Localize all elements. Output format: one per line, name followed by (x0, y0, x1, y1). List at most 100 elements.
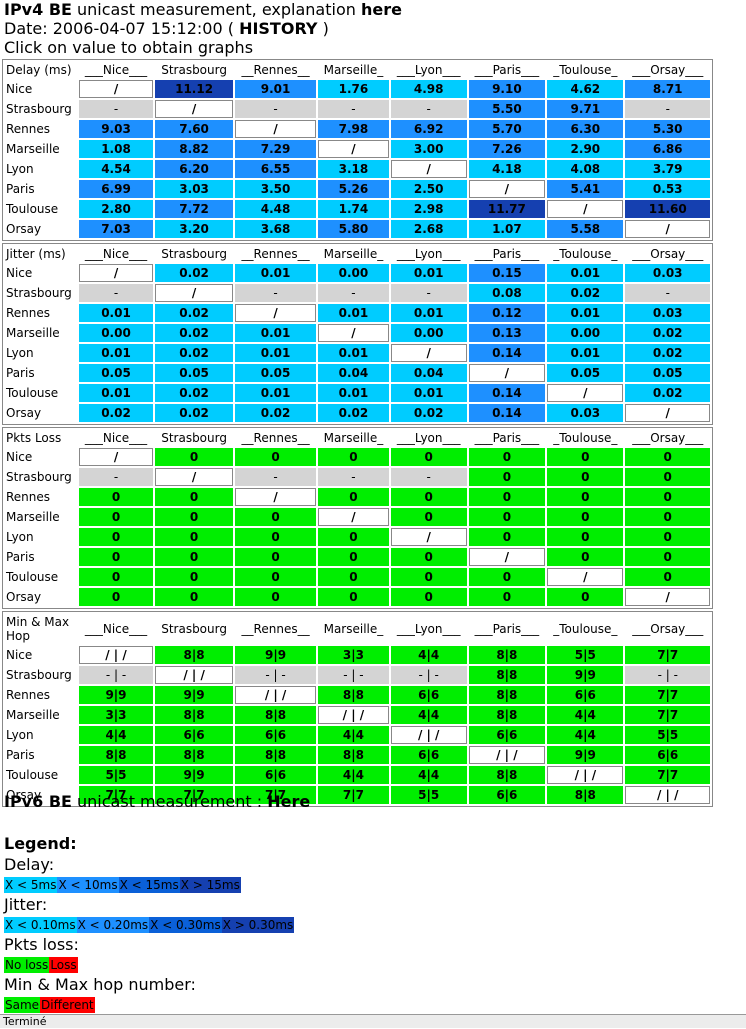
jitter-cell-marseille-toulouse[interactable]: 0.00 (547, 324, 624, 342)
delay-cell-orsay-nice[interactable]: 7.03 (79, 220, 154, 238)
loss-cell-rennes-toulouse[interactable]: 0 (547, 488, 624, 506)
loss-cell-rennes-paris[interactable]: 0 (468, 488, 546, 506)
jitter-cell-nice-paris[interactable]: 0.15 (468, 264, 546, 282)
delay-cell-marseille-strasbourg[interactable]: 8.82 (155, 140, 234, 158)
delay-cell-toulouse-orsay[interactable]: 11.60 (625, 200, 710, 218)
delay-cell-marseille-lyon[interactable]: 3.00 (390, 140, 467, 158)
loss-cell-lyon-toulouse[interactable]: 0 (547, 528, 624, 546)
delay-cell-lyon-paris[interactable]: 4.18 (468, 160, 546, 178)
hop-cell-marseille-rennes[interactable]: 8|8 (235, 706, 316, 724)
hop-cell-paris-rennes[interactable]: 8|8 (235, 746, 316, 764)
hop-cell-strasbourg-toulouse[interactable]: 9|9 (547, 666, 624, 684)
hop-cell-marseille-orsay[interactable]: 7|7 (625, 706, 710, 724)
delay-cell-paris-lyon[interactable]: 2.50 (390, 180, 467, 198)
loss-cell-toulouse-marseille[interactable]: 0 (317, 568, 389, 586)
delay-cell-paris-toulouse[interactable]: 5.41 (547, 180, 624, 198)
delay-cell-nice-rennes[interactable]: 9.01 (235, 80, 316, 98)
jitter-cell-rennes-marseille[interactable]: 0.01 (317, 304, 389, 322)
hop-cell-nice-lyon[interactable]: 4|4 (390, 646, 467, 664)
delay-cell-rennes-lyon[interactable]: 6.92 (390, 120, 467, 138)
delay-cell-rennes-strasbourg[interactable]: 7.60 (155, 120, 234, 138)
hop-cell-toulouse-strasbourg[interactable]: 9|9 (155, 766, 234, 784)
loss-cell-orsay-rennes[interactable]: 0 (235, 588, 316, 606)
jitter-cell-orsay-lyon[interactable]: 0.02 (390, 404, 467, 422)
hop-cell-paris-orsay[interactable]: 6|6 (625, 746, 710, 764)
loss-cell-rennes-strasbourg[interactable]: 0 (155, 488, 234, 506)
hop-cell-orsay-paris[interactable]: 6|6 (468, 786, 546, 804)
hop-cell-orsay-strasbourg[interactable]: 7|7 (155, 786, 234, 804)
delay-cell-toulouse-rennes[interactable]: 4.48 (235, 200, 316, 218)
hop-cell-orsay-rennes[interactable]: 7|7 (235, 786, 316, 804)
loss-cell-orsay-paris[interactable]: 0 (468, 588, 546, 606)
delay-cell-toulouse-marseille[interactable]: 1.74 (317, 200, 389, 218)
delay-cell-orsay-rennes[interactable]: 3.68 (235, 220, 316, 238)
delay-cell-marseille-paris[interactable]: 7.26 (468, 140, 546, 158)
loss-cell-paris-lyon[interactable]: 0 (390, 548, 467, 566)
loss-cell-paris-rennes[interactable]: 0 (235, 548, 316, 566)
loss-cell-nice-lyon[interactable]: 0 (390, 448, 467, 466)
loss-cell-marseille-orsay[interactable]: 0 (625, 508, 710, 526)
loss-cell-paris-toulouse[interactable]: 0 (547, 548, 624, 566)
delay-cell-marseille-rennes[interactable]: 7.29 (235, 140, 316, 158)
jitter-cell-nice-toulouse[interactable]: 0.01 (547, 264, 624, 282)
hop-cell-strasbourg-paris[interactable]: 8|8 (468, 666, 546, 684)
jitter-cell-rennes-orsay[interactable]: 0.03 (625, 304, 710, 322)
jitter-cell-toulouse-orsay[interactable]: 0.02 (625, 384, 710, 402)
loss-cell-lyon-paris[interactable]: 0 (468, 528, 546, 546)
loss-cell-marseille-paris[interactable]: 0 (468, 508, 546, 526)
loss-cell-marseille-toulouse[interactable]: 0 (547, 508, 624, 526)
hop-cell-orsay-lyon[interactable]: 5|5 (390, 786, 467, 804)
delay-cell-strasbourg-paris[interactable]: 5.50 (468, 100, 546, 118)
jitter-cell-rennes-nice[interactable]: 0.01 (79, 304, 154, 322)
jitter-cell-marseille-orsay[interactable]: 0.02 (625, 324, 710, 342)
hop-cell-orsay-toulouse[interactable]: 8|8 (547, 786, 624, 804)
loss-cell-orsay-strasbourg[interactable]: 0 (155, 588, 234, 606)
ipv6-link[interactable]: Here (267, 792, 311, 811)
hop-cell-marseille-lyon[interactable]: 4|4 (390, 706, 467, 724)
hop-cell-orsay-marseille[interactable]: 7|7 (317, 786, 389, 804)
delay-cell-paris-rennes[interactable]: 3.50 (235, 180, 316, 198)
jitter-cell-rennes-lyon[interactable]: 0.01 (390, 304, 467, 322)
loss-cell-toulouse-nice[interactable]: 0 (79, 568, 154, 586)
jitter-cell-paris-marseille[interactable]: 0.04 (317, 364, 389, 382)
jitter-cell-orsay-nice[interactable]: 0.02 (79, 404, 154, 422)
loss-cell-lyon-nice[interactable]: 0 (79, 528, 154, 546)
loss-cell-marseille-nice[interactable]: 0 (79, 508, 154, 526)
delay-cell-lyon-marseille[interactable]: 3.18 (317, 160, 389, 178)
jitter-cell-paris-toulouse[interactable]: 0.05 (547, 364, 624, 382)
loss-cell-lyon-strasbourg[interactable]: 0 (155, 528, 234, 546)
jitter-cell-lyon-rennes[interactable]: 0.01 (235, 344, 316, 362)
jitter-cell-toulouse-paris[interactable]: 0.14 (468, 384, 546, 402)
hop-cell-toulouse-lyon[interactable]: 4|4 (390, 766, 467, 784)
loss-cell-rennes-lyon[interactable]: 0 (390, 488, 467, 506)
jitter-cell-lyon-marseille[interactable]: 0.01 (317, 344, 389, 362)
jitter-cell-toulouse-rennes[interactable]: 0.01 (235, 384, 316, 402)
jitter-cell-nice-rennes[interactable]: 0.01 (235, 264, 316, 282)
delay-cell-toulouse-strasbourg[interactable]: 7.72 (155, 200, 234, 218)
loss-cell-nice-marseille[interactable]: 0 (317, 448, 389, 466)
delay-cell-rennes-paris[interactable]: 5.70 (468, 120, 546, 138)
loss-cell-toulouse-rennes[interactable]: 0 (235, 568, 316, 586)
hop-cell-lyon-orsay[interactable]: 5|5 (625, 726, 710, 744)
jitter-cell-lyon-strasbourg[interactable]: 0.02 (155, 344, 234, 362)
delay-cell-lyon-toulouse[interactable]: 4.08 (547, 160, 624, 178)
loss-cell-rennes-marseille[interactable]: 0 (317, 488, 389, 506)
hop-cell-rennes-toulouse[interactable]: 6|6 (547, 686, 624, 704)
hop-cell-rennes-nice[interactable]: 9|9 (79, 686, 154, 704)
jitter-cell-paris-rennes[interactable]: 0.05 (235, 364, 316, 382)
hop-cell-rennes-paris[interactable]: 8|8 (468, 686, 546, 704)
jitter-cell-strasbourg-toulouse[interactable]: 0.02 (547, 284, 624, 302)
hop-cell-rennes-strasbourg[interactable]: 9|9 (155, 686, 234, 704)
loss-cell-rennes-nice[interactable]: 0 (79, 488, 154, 506)
explanation-link[interactable]: here (360, 0, 402, 19)
hop-cell-paris-toulouse[interactable]: 9|9 (547, 746, 624, 764)
delay-cell-paris-orsay[interactable]: 0.53 (625, 180, 710, 198)
delay-cell-rennes-nice[interactable]: 9.03 (79, 120, 154, 138)
jitter-cell-paris-strasbourg[interactable]: 0.05 (155, 364, 234, 382)
jitter-cell-lyon-nice[interactable]: 0.01 (79, 344, 154, 362)
jitter-cell-toulouse-nice[interactable]: 0.01 (79, 384, 154, 402)
loss-cell-paris-orsay[interactable]: 0 (625, 548, 710, 566)
hop-cell-toulouse-nice[interactable]: 5|5 (79, 766, 154, 784)
delay-cell-marseille-nice[interactable]: 1.08 (79, 140, 154, 158)
loss-cell-nice-strasbourg[interactable]: 0 (155, 448, 234, 466)
